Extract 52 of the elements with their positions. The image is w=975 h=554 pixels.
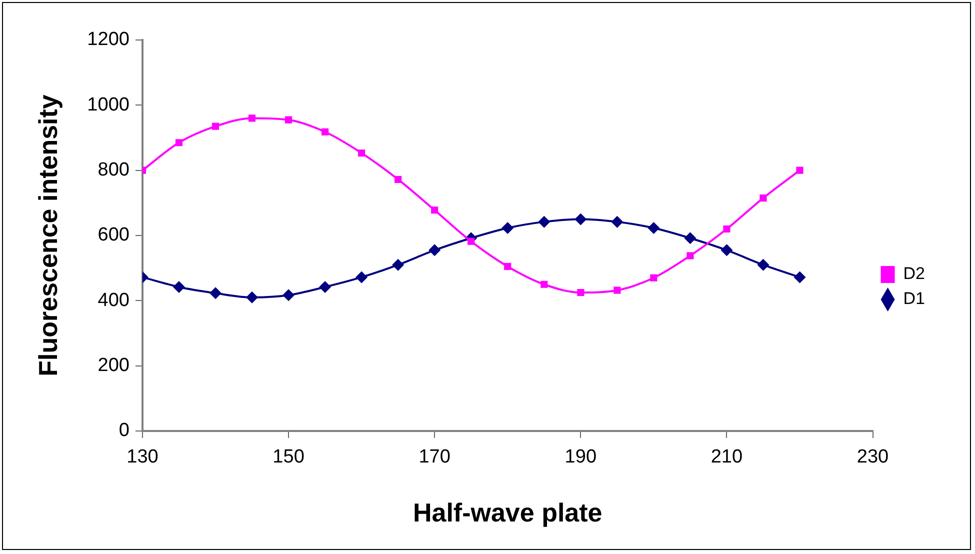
point: [611, 216, 624, 228]
y-tick-label: 800: [98, 160, 130, 181]
point: [760, 194, 767, 202]
y-tick-label: 1200: [87, 29, 130, 50]
point: [358, 150, 366, 157]
point: [504, 262, 512, 270]
point: [540, 280, 548, 288]
x-tick-label: 230: [856, 446, 889, 468]
y-axis-title: Fluorescence intensity: [32, 94, 63, 376]
point: [210, 287, 222, 300]
point: [648, 222, 660, 234]
point: [282, 289, 295, 302]
point: [577, 288, 584, 296]
point: [720, 244, 733, 256]
y-tick-label: 600: [98, 224, 130, 246]
point: [614, 286, 621, 294]
point: [468, 238, 475, 245]
point: [284, 116, 292, 124]
point: [319, 280, 332, 293]
point: [574, 213, 587, 226]
y-tick-label: 1000: [87, 94, 130, 116]
point: [538, 216, 550, 228]
point: [394, 176, 402, 183]
x-tick-label: 170: [418, 446, 450, 468]
point: [392, 258, 404, 271]
x-tick-label: 150: [272, 446, 304, 468]
y-tick-label: 200: [98, 355, 130, 376]
legend-label: D2: [903, 264, 926, 284]
point: [684, 232, 696, 244]
x-tick-label: 130: [126, 446, 158, 468]
point: [246, 291, 258, 304]
point: [248, 114, 256, 122]
point: [356, 271, 368, 284]
point: [428, 244, 441, 256]
point: [212, 122, 220, 130]
x-tick-label: 210: [710, 446, 743, 468]
point: [796, 166, 804, 174]
point: [650, 274, 658, 282]
point: [502, 222, 514, 234]
x-tick-label: 190: [564, 446, 596, 468]
point: [757, 258, 770, 271]
point: [175, 139, 183, 146]
point: [723, 225, 730, 233]
point: [322, 128, 329, 136]
point: [431, 206, 438, 214]
x-axis-title: Half-wave plate: [412, 498, 602, 528]
point: [794, 271, 806, 284]
y-tick-label: 400: [98, 290, 130, 311]
legend-label: D1: [903, 289, 926, 308]
point: [172, 280, 185, 293]
y-tick-label: 0: [118, 420, 130, 442]
point: [686, 252, 694, 260]
